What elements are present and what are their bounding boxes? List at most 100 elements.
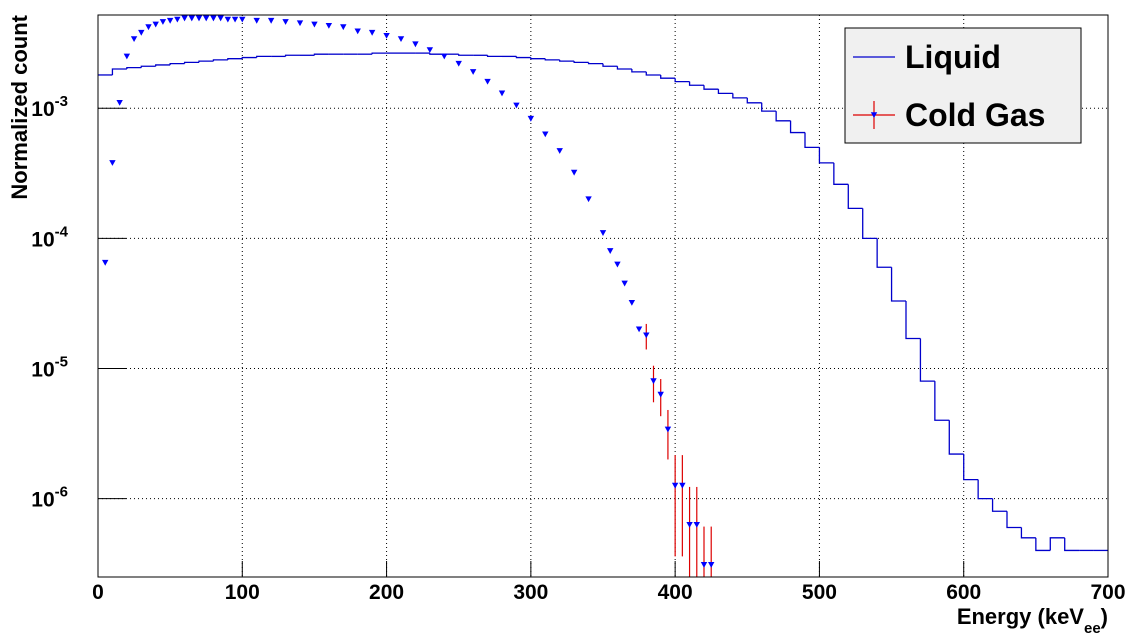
histogram-bin <box>212 59 228 62</box>
histogram-bin <box>486 55 502 58</box>
histogram-bin <box>616 66 632 70</box>
data-point <box>599 230 607 236</box>
data-point <box>311 21 318 28</box>
data-point <box>159 19 167 25</box>
histogram-bin <box>284 54 300 57</box>
y-tick-base: 10 <box>31 358 54 381</box>
histogram-bin <box>674 78 690 83</box>
y-tick-exponent: -6 <box>55 484 68 501</box>
data-point <box>635 326 643 333</box>
x-tick-label: 0 <box>92 581 104 604</box>
data-point <box>109 160 116 166</box>
histogram-bin <box>963 454 979 481</box>
histogram-bin <box>530 57 546 60</box>
histogram-bin <box>919 338 935 382</box>
data-point <box>607 248 614 254</box>
data-point <box>354 28 361 35</box>
data-point <box>441 53 448 60</box>
legend-box <box>844 27 1082 144</box>
x-tick-label: 100 <box>225 581 260 604</box>
legend: Liquid Cold Gas <box>844 27 1082 144</box>
histogram-bin <box>241 56 257 59</box>
histogram-bin <box>876 238 892 268</box>
histogram-bin <box>371 52 387 55</box>
histogram-bin <box>934 381 950 421</box>
data-point <box>708 562 715 568</box>
data-point <box>152 21 159 28</box>
histogram-bin <box>761 102 777 112</box>
histogram-bin <box>688 81 704 86</box>
histogram-bin <box>1035 537 1051 552</box>
data-point <box>282 19 289 25</box>
data-point <box>325 22 333 29</box>
histogram-bin <box>991 498 1007 512</box>
x-tick-label: 400 <box>658 581 693 604</box>
data-point <box>542 131 549 138</box>
y-tick-label: 10-4 <box>31 223 68 251</box>
data-point <box>628 299 636 306</box>
histogram-bin <box>126 66 142 70</box>
histogram-bin <box>804 132 820 149</box>
data-point <box>296 20 304 27</box>
histogram-bin <box>789 120 805 134</box>
data-point <box>513 102 520 109</box>
data-point <box>671 482 679 489</box>
data-point <box>664 426 672 433</box>
x-tick-label: 200 <box>369 581 404 604</box>
histogram-bin <box>1064 537 1080 552</box>
x-tick-label: 300 <box>513 581 548 604</box>
histogram-bin <box>732 93 748 99</box>
data-point <box>469 69 477 75</box>
histogram-bin <box>155 64 171 67</box>
histogram-bin <box>544 58 560 61</box>
y-tick-exponent: -3 <box>55 93 68 110</box>
histogram-bin <box>717 89 733 95</box>
legend-swatch <box>870 112 878 118</box>
histogram-bin <box>515 56 531 59</box>
data-point <box>267 17 275 24</box>
frame <box>97 14 1109 578</box>
histogram-bin <box>587 62 603 65</box>
x-tick-label: 700 <box>1090 581 1125 604</box>
histogram-bin <box>847 184 863 209</box>
data-point <box>368 29 376 36</box>
data-point <box>484 78 491 85</box>
histogram-bin <box>862 208 878 239</box>
data-point <box>570 169 578 176</box>
histogram-bin <box>890 267 906 302</box>
data-point <box>614 261 621 268</box>
data-point <box>123 53 131 60</box>
data-point <box>174 16 181 23</box>
histogram-bin <box>818 147 834 164</box>
data-point <box>188 15 195 22</box>
data-point <box>412 41 419 48</box>
legend-label: Liquid <box>905 39 1001 75</box>
data-point <box>181 15 188 22</box>
data-point <box>203 15 210 22</box>
data-point <box>426 47 434 53</box>
x-axis-label: Energy (keVee) <box>957 604 1108 637</box>
data-point <box>700 562 708 568</box>
data-point <box>397 36 405 43</box>
data-point <box>224 16 232 23</box>
data-point <box>679 482 686 489</box>
histogram-bin <box>198 60 214 63</box>
data-point <box>102 259 109 266</box>
histogram-bin <box>631 69 647 73</box>
x-axis-label-end: ) <box>1101 604 1108 629</box>
data-point <box>217 15 224 22</box>
histogram-bin <box>573 61 589 64</box>
data-point <box>455 60 462 67</box>
data-point <box>253 17 260 24</box>
histogram-bin <box>429 53 445 55</box>
data-point <box>686 521 693 528</box>
data-point <box>231 16 239 23</box>
data-point <box>693 521 700 528</box>
histogram-bin <box>111 68 127 75</box>
histogram-bin <box>1006 511 1022 529</box>
histogram-bin <box>458 54 474 56</box>
data-point <box>383 32 390 39</box>
data-point <box>210 15 217 22</box>
